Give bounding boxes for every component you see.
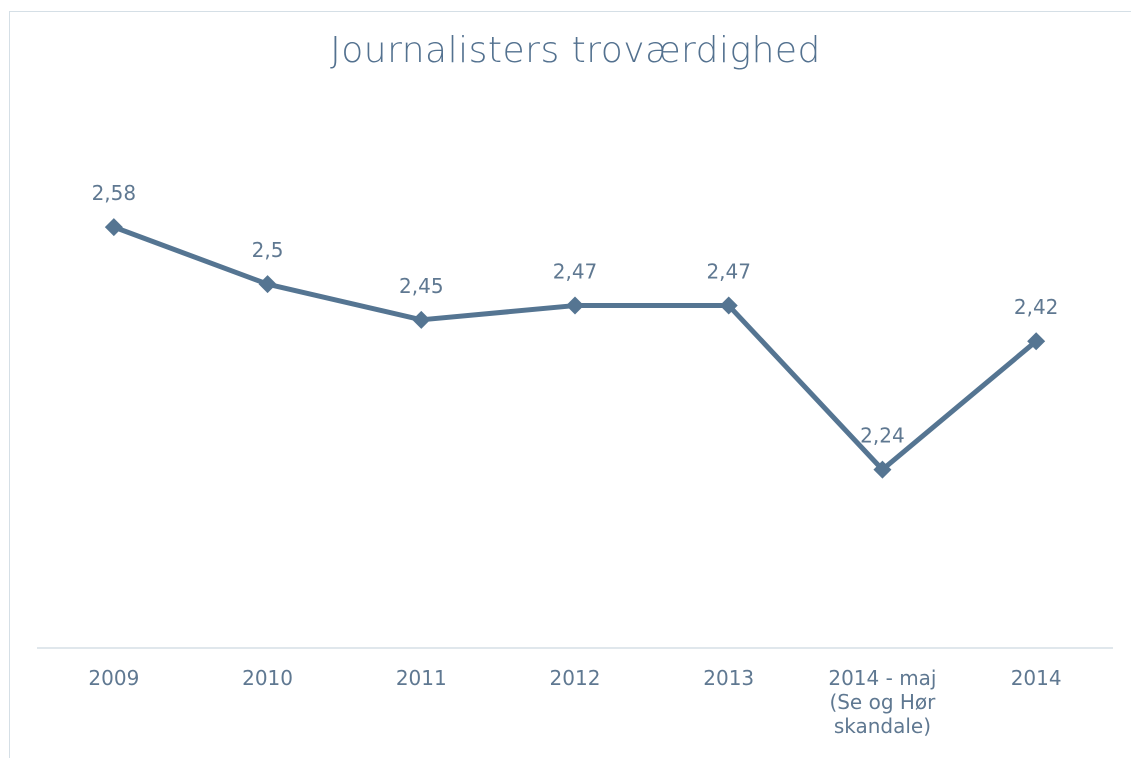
data-point-2010-1 [258,275,277,294]
data-label-4: 2,47 [706,260,751,284]
data-point-2012-3 [566,296,584,315]
data-point-2011-2 [412,310,431,329]
x-tick-label-4: 2013 [703,666,754,690]
chart-frame [9,11,1131,758]
x-tick-label-1: 2010 [242,666,293,690]
data-label-0: 2,58 [92,181,137,205]
data-label-1: 2,5 [252,238,284,262]
x-tick-label-0: 2009 [88,666,139,690]
x-tick-label-6: 2014 [1011,666,1062,690]
data-point-2014-6 [1027,332,1046,351]
data-point-2014-5 [873,460,892,479]
data-label-3: 2,47 [553,260,598,284]
data-point-2013-4 [719,296,738,315]
x-tick-label-5: 2014 - maj (Se og Hør skandale) [828,666,936,738]
data-label-5: 2,24 [860,424,905,448]
data-point-2009-0 [104,218,123,237]
chart-title: Journalisters troværdighed [330,30,821,71]
x-tick-label-3: 2012 [550,666,601,690]
data-label-2: 2,45 [399,274,444,298]
data-label-6: 2,42 [1014,295,1059,319]
x-tick-label-2: 2011 [396,666,447,690]
